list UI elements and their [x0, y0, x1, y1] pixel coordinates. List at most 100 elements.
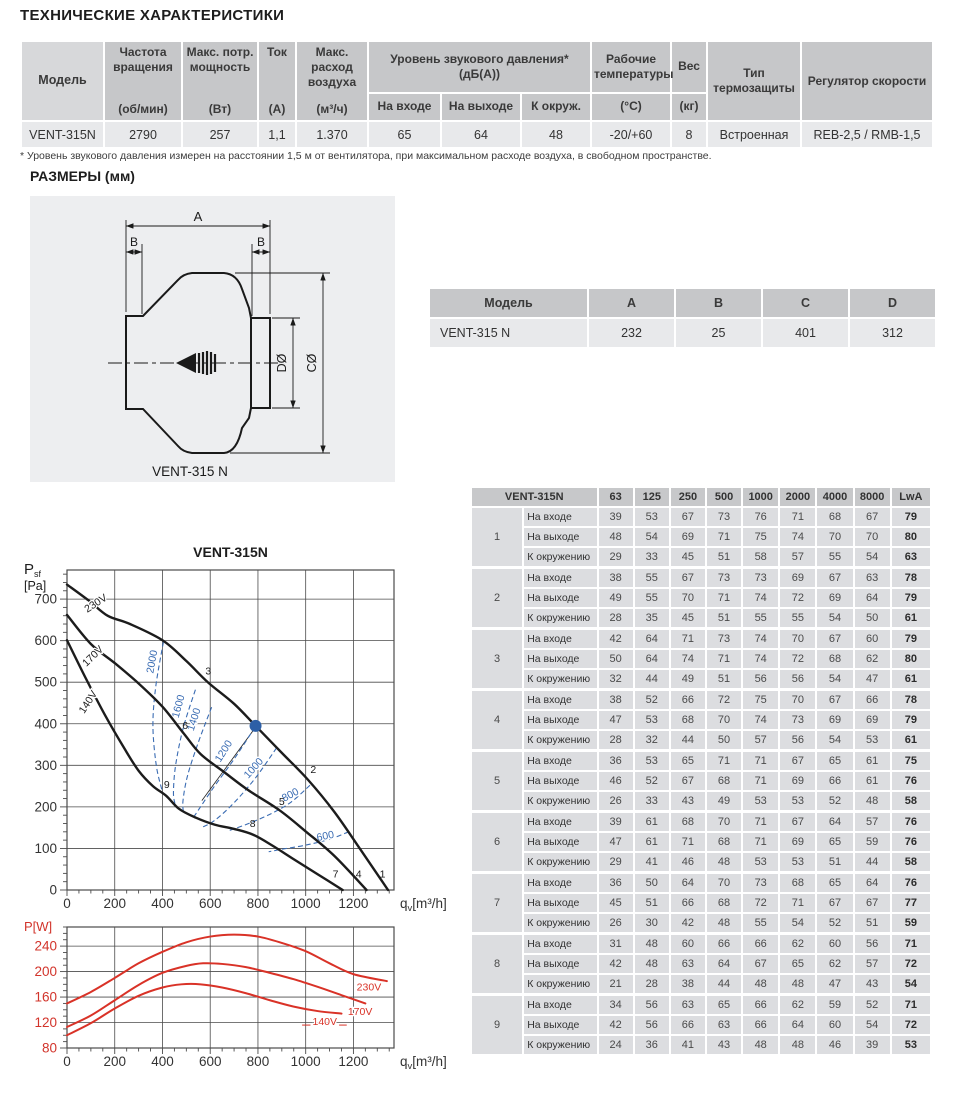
sound-value-cell: 59: [852, 831, 892, 853]
sound-freq-header: 2000: [778, 486, 818, 508]
sound-freq-header: 500: [704, 486, 744, 508]
sound-row-label: К окружению: [522, 607, 599, 630]
dims-header-d: D: [848, 287, 937, 319]
sound-value-cell: 71: [704, 526, 744, 548]
spec-airflow: 1.370: [295, 120, 369, 149]
svg-text:400: 400: [151, 1054, 174, 1069]
sound-value-cell: 54: [815, 729, 855, 752]
voltage-curve-label: 140V: [313, 1016, 338, 1028]
sound-value-cell: 73: [704, 566, 744, 589]
sound-value-cell: 36: [632, 1034, 671, 1056]
dims-header-b: B: [674, 287, 763, 319]
sound-value-cell: 53: [889, 1034, 933, 1056]
spec-header-sound: Уровень звукового давления* (дБ(А)): [366, 40, 593, 94]
sound-value-cell: 72: [778, 587, 818, 609]
sound-value-cell: 77: [889, 892, 933, 914]
dims-header-c: C: [761, 287, 850, 319]
sound-value-cell: 47: [815, 973, 855, 996]
sound-value-cell: 71: [704, 587, 744, 609]
spec-weight: 8: [670, 120, 709, 149]
sound-value-cell: 68: [815, 648, 855, 670]
spec-header-temp: Рабочие температуры: [590, 40, 673, 94]
sound-row-label: К окружению: [522, 912, 599, 935]
sound-value-cell: 67: [668, 770, 707, 792]
sound-value-cell: 80: [889, 526, 933, 548]
sound-value-cell: 55: [741, 912, 781, 935]
svg-text:300: 300: [34, 758, 57, 773]
sound-value-cell: 60: [815, 1014, 855, 1036]
sound-value-cell: 54: [632, 526, 671, 548]
sound-row-label: На входе: [522, 627, 599, 650]
sound-value-cell: 61: [852, 770, 892, 792]
operating-point-label: 4: [356, 869, 362, 881]
sound-value-cell: 74: [741, 709, 781, 731]
sound-value-cell: 29: [596, 546, 635, 569]
drawing-model-label: VENT-315 N: [152, 464, 228, 479]
dimensions-title: РАЗМЕРЫ (мм): [30, 168, 135, 184]
sound-value-cell: 36: [596, 749, 635, 772]
sound-value-cell: 56: [778, 668, 818, 691]
sound-group-number: 4: [469, 688, 525, 752]
sound-value-cell: 57: [852, 953, 892, 975]
sound-value-cell: 31: [596, 932, 635, 955]
sound-value-cell: 72: [889, 953, 933, 975]
sound-value-cell: 64: [632, 627, 671, 650]
sound-value-cell: 44: [632, 668, 671, 691]
rpm-curve-label: 1600: [170, 693, 188, 719]
sound-value-cell: 50: [632, 871, 671, 894]
sound-value-cell: 51: [704, 668, 744, 691]
sound-row: На выходе 48 54 69 71 75 74 70 70 80: [471, 526, 933, 548]
sound-value-cell: 59: [889, 912, 933, 935]
sound-value-cell: 48: [778, 1034, 818, 1056]
sound-value-cell: 39: [596, 506, 635, 528]
sound-row: К окружению 28 32 44 50 57 56 54 53 61: [471, 729, 933, 752]
sound-value-cell: 68: [778, 871, 818, 894]
spec-header-thermal: Тип термозащиты: [706, 40, 803, 122]
sound-row-label: На выходе: [522, 953, 599, 975]
sound-value-cell: 44: [852, 851, 892, 874]
sound-value-cell: 79: [889, 506, 933, 528]
sound-row-label: К окружению: [522, 668, 599, 691]
svg-text:400: 400: [151, 896, 174, 911]
sound-value-cell: 42: [668, 912, 707, 935]
operating-point-label: 7: [333, 869, 339, 881]
sound-row-label: К окружению: [522, 729, 599, 752]
sound-value-cell: 63: [668, 953, 707, 975]
sound-group-number: 9: [469, 993, 525, 1056]
sound-value-cell: 29: [596, 851, 635, 874]
svg-text:200: 200: [103, 896, 126, 911]
sound-row: 1 На входе 39 53 67 73 76 71 68 67 79: [469, 506, 933, 569]
svg-text:1000: 1000: [291, 1054, 321, 1069]
sound-value-cell: 65: [815, 749, 855, 772]
sound-value-cell: 42: [596, 627, 635, 650]
sound-row-label: На входе: [522, 566, 599, 589]
sound-value-cell: 66: [668, 892, 707, 914]
sound-value-cell: 52: [815, 790, 855, 813]
sound-value-cell: 33: [632, 546, 671, 569]
performance-chart-svg: 0 200 400 600 800 1000 12000100200300400500600…: [24, 544, 447, 914]
spec-header-sound-out: На выходе: [440, 91, 522, 123]
spec-sound-amb: 48: [519, 120, 593, 149]
sound-value-cell: 43: [668, 790, 707, 813]
svg-text:100: 100: [34, 841, 57, 856]
spec-header-sound-amb: К окруж.: [519, 91, 593, 123]
sound-value-cell: 38: [668, 973, 707, 996]
sound-value-cell: 53: [632, 709, 671, 731]
operating-point-label: 1: [380, 869, 386, 881]
svg-text:700: 700: [34, 592, 57, 607]
sound-value-cell: 61: [632, 810, 671, 833]
sound-row-label: На выходе: [522, 831, 599, 853]
sound-value-cell: 73: [778, 709, 818, 731]
operating-point-label: 3: [205, 666, 211, 678]
rpm-curve-label: 2000: [144, 649, 160, 674]
sound-value-cell: 30: [632, 912, 671, 935]
sound-value-cell: 73: [704, 506, 744, 528]
svg-text:240: 240: [34, 939, 57, 954]
svg-text:800: 800: [247, 1054, 270, 1069]
sound-value-cell: 69: [852, 709, 892, 731]
sound-value-cell: 53: [632, 506, 671, 528]
sound-row: К окружению 26 30 42 48 55 54 52 51 59: [471, 912, 933, 935]
sound-value-cell: 70: [668, 587, 707, 609]
performance-chart: 0 200 400 600 800 1000 1200 0 100 200 300 400 500 600…: [20, 542, 460, 920]
sound-value-cell: 72: [778, 648, 818, 670]
